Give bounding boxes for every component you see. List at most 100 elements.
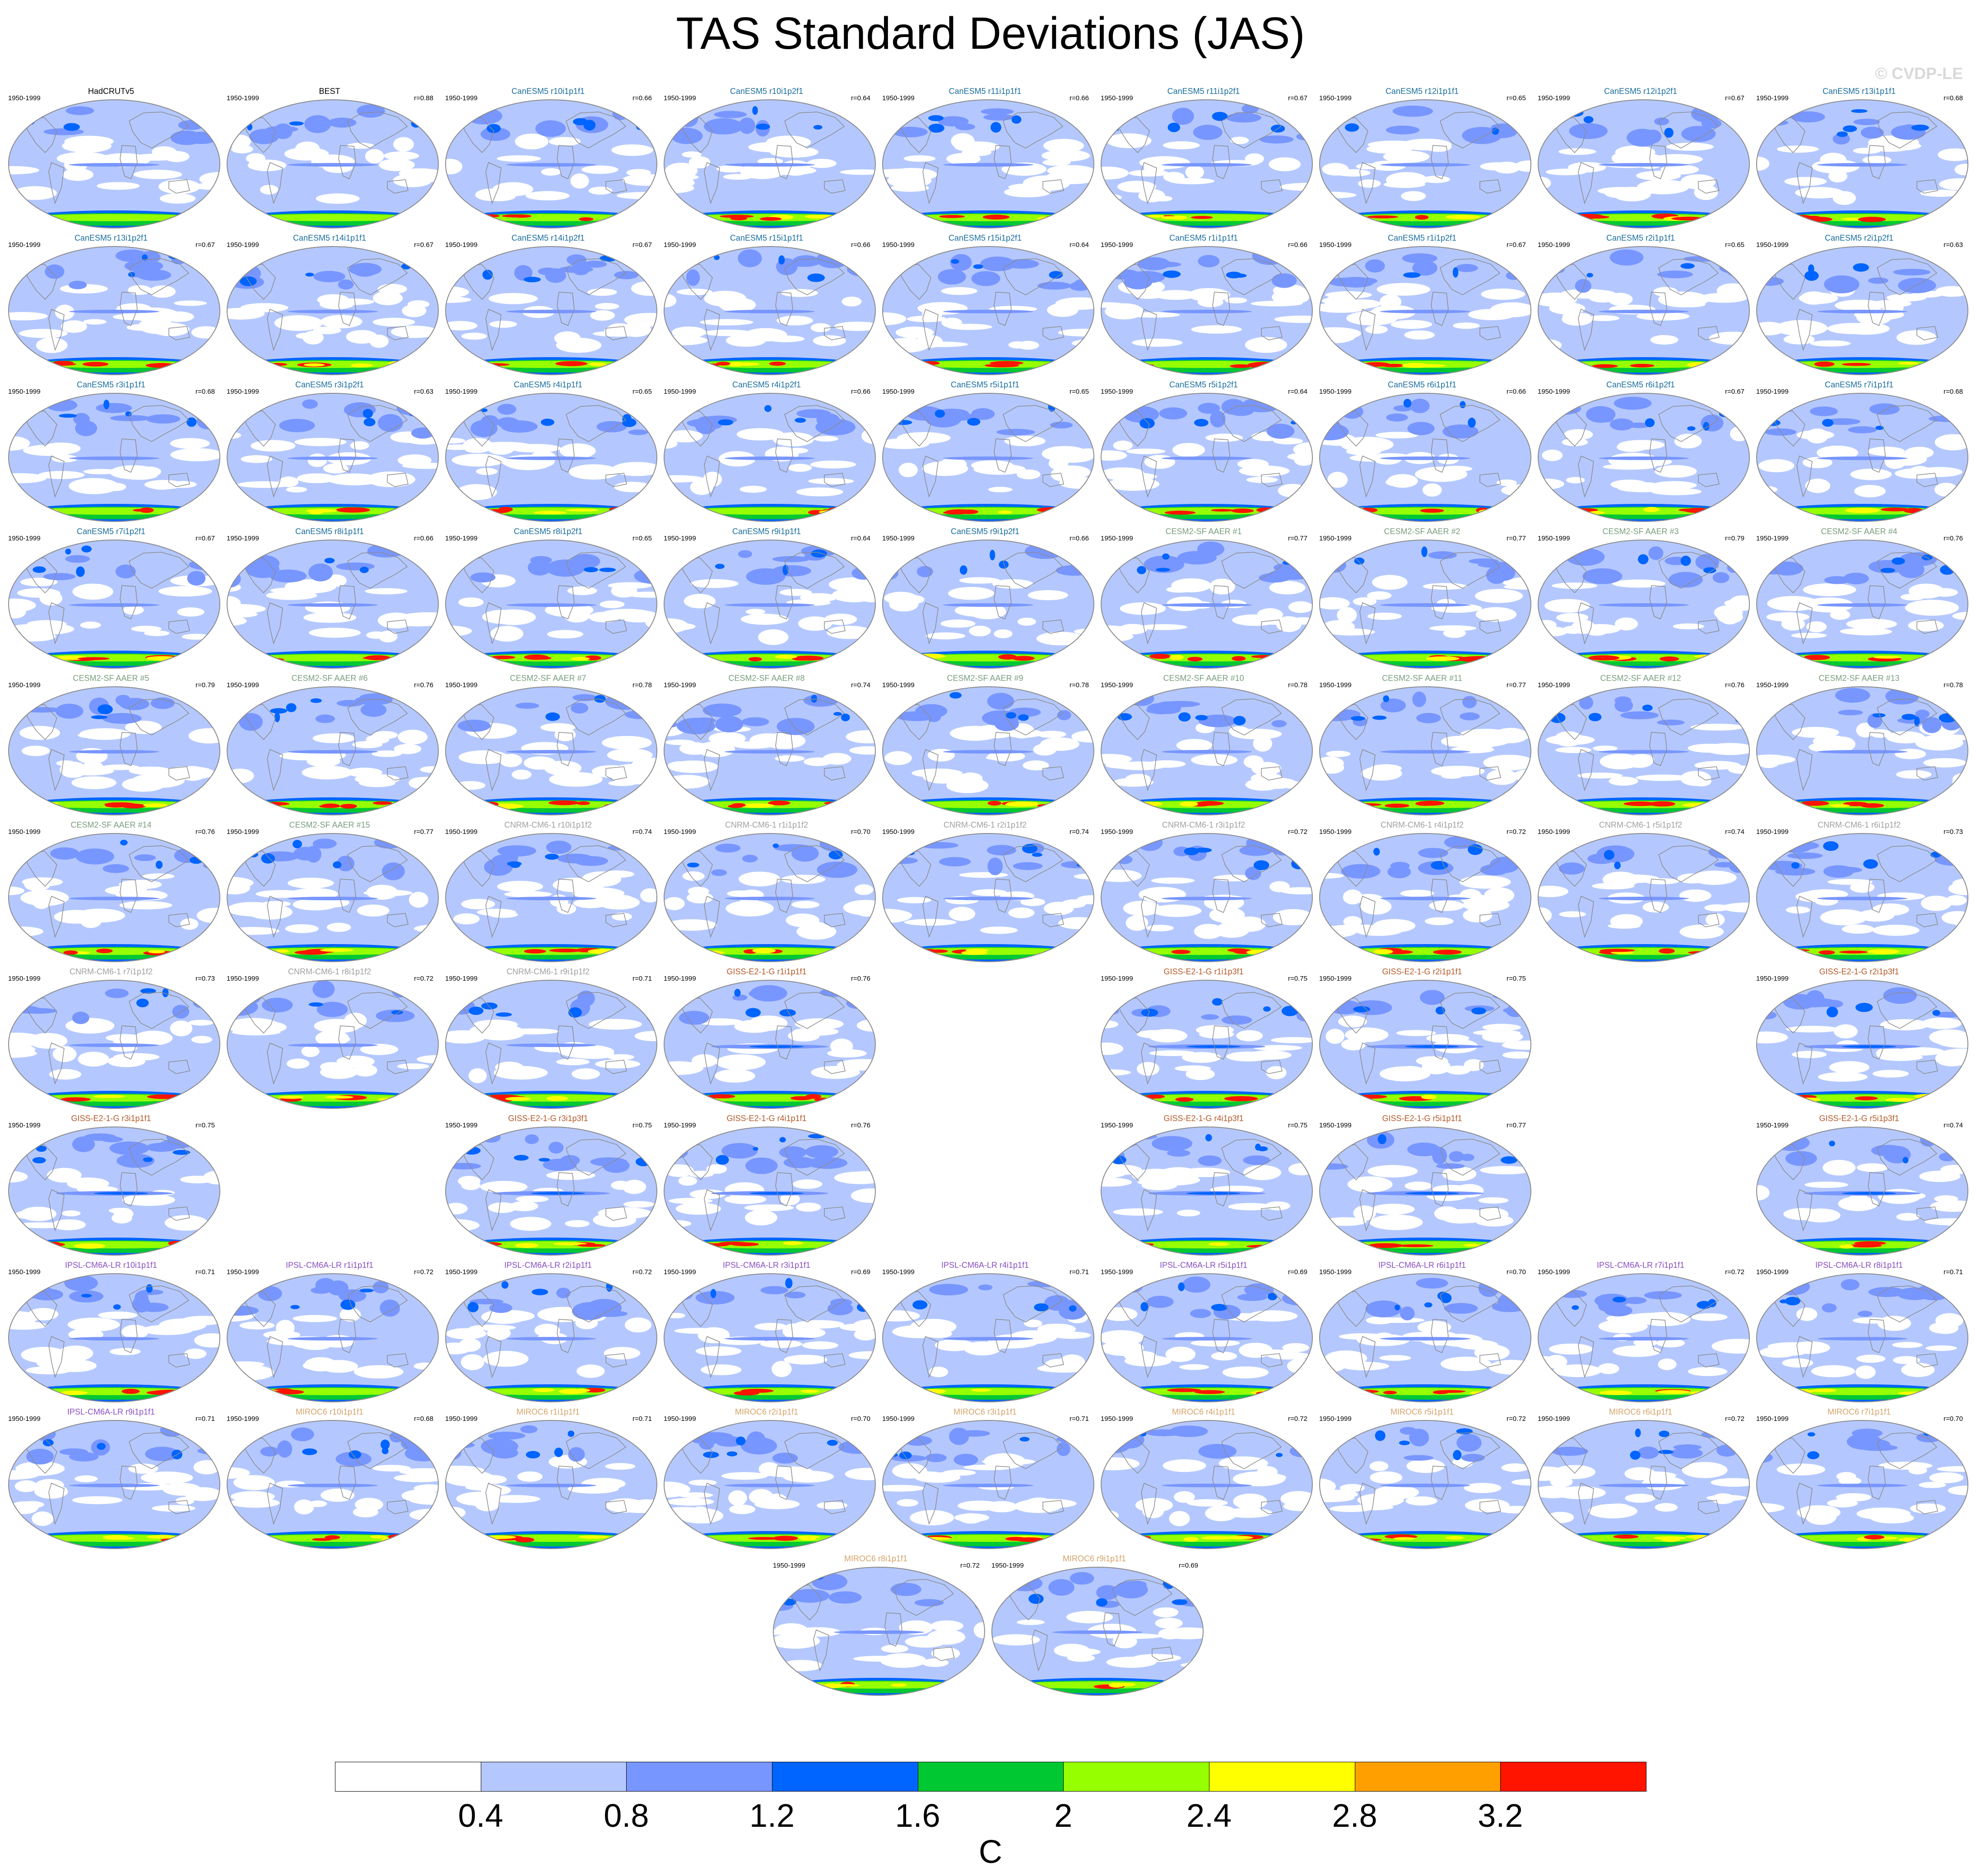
panel-correlation-label: r=0.70 <box>1944 1415 1963 1423</box>
panel-period-label: 1950-1999 <box>1756 241 1789 249</box>
map-projection <box>1538 1420 1750 1549</box>
panel-period-label: 1950-1999 <box>1756 1415 1789 1423</box>
map-panel: 1950-1999 CanESM5 r10i1p1f1 r=0.66 <box>439 86 657 230</box>
map-panel: 1950-1999 IPSL-CM6A-LR r8i1p1f1 r=0.71 <box>1750 1260 1968 1404</box>
map-projection <box>664 1273 876 1402</box>
panel-member-label: IPSL-CM6A-LR r6i1p1f1 <box>1378 1261 1466 1270</box>
panel-member-label: MIROC6 r1i1p1f1 <box>516 1407 580 1416</box>
panel-member-label: IPSL-CM6A-LR r7i1p1f1 <box>1596 1261 1685 1270</box>
panel-period-label: 1950-1999 <box>882 241 915 249</box>
panel-correlation-label: r=0.65 <box>632 535 652 542</box>
panel-correlation-label: r=0.88 <box>414 94 433 102</box>
panel-member-label: MIROC6 r6i1p1f1 <box>1609 1407 1673 1416</box>
panel-member-label: MIROC6 r7i1p1f1 <box>1827 1407 1891 1416</box>
map-projection <box>1319 980 1531 1109</box>
panel-period-label: 1950-1999 <box>664 975 696 982</box>
map-projection <box>664 246 876 375</box>
map-projection <box>882 99 1094 228</box>
map-projection <box>227 1273 439 1402</box>
map-projection <box>664 393 876 522</box>
panel-member-label: CESM2-SF AAER #15 <box>289 820 370 829</box>
panel-period-label: 1950-1999 <box>1319 241 1352 249</box>
panel-correlation-label: r=0.64 <box>851 94 870 102</box>
panel-correlation-label: r=0.77 <box>1507 535 1526 542</box>
panel-period-label: 1950-1999 <box>1756 681 1789 689</box>
panel-member-label: CanESM5 r8i1p1f1 <box>295 527 364 536</box>
figure-title: TAS Standard Deviations (JAS) <box>676 8 1305 59</box>
map-projection <box>1538 246 1750 375</box>
map-panel: 1950-1999 MIROC6 r3i1p1f1 r=0.71 <box>876 1406 1094 1551</box>
panel-member-label: IPSL-CM6A-LR r3i1p1f1 <box>722 1261 811 1270</box>
panel-period-label: 1950-1999 <box>882 94 915 102</box>
map-projection <box>227 99 439 228</box>
panel-member-label: IPSL-CM6A-LR r2i1p1f1 <box>504 1261 592 1270</box>
panel-correlation-label: r=0.78 <box>1944 681 1963 689</box>
panel-correlation-label: r=0.63 <box>414 388 433 396</box>
map-panel: 1950-1999 CanESM5 r5i1p1f1 r=0.65 <box>876 379 1094 524</box>
map-panel: 1950-1999 IPSL-CM6A-LR r1i1p1f1 r=0.72 <box>220 1260 439 1404</box>
map-panel: 1950-1999 CanESM5 r1i1p2f1 r=0.67 <box>1313 233 1531 377</box>
panel-member-label: CanESM5 r10i1p2f1 <box>730 87 804 96</box>
panel-period-label: 1950-1999 <box>445 975 478 982</box>
map-panel: 1950-1999 CanESM5 r4i1p2f1 r=0.66 <box>657 379 876 524</box>
panel-member-label: IPSL-CM6A-LR r10i1p1f1 <box>65 1261 158 1270</box>
panel-period-label: 1950-1999 <box>1101 535 1133 542</box>
panel-member-label: CanESM5 r1i1p1f1 <box>1169 233 1238 242</box>
panel-correlation-label: r=0.66 <box>1507 388 1526 396</box>
map-projection <box>227 1420 439 1549</box>
map-panel: 1950-1999 CESM2-SF AAER #12 r=0.76 <box>1531 673 1750 817</box>
panel-correlation-label: r=0.68 <box>414 1415 433 1423</box>
panel-member-label: CESM2-SF AAER #1 <box>1165 527 1242 536</box>
map-projection <box>1101 540 1313 669</box>
panel-period-label: 1950-1999 <box>227 681 259 689</box>
panel-period-label: 1950-1999 <box>1756 94 1789 102</box>
map-panel: 1950-1999 HadCRUTv5 <box>2 86 220 230</box>
panel-correlation-label: r=0.77 <box>1507 681 1526 689</box>
map-panel: 1950-1999 IPSL-CM6A-LR r10i1p1f1 r=0.71 <box>2 1260 220 1404</box>
panel-correlation-label: r=0.67 <box>1507 241 1526 249</box>
map-panel: 1950-1999 CanESM5 r11i1p1f1 r=0.66 <box>876 86 1094 230</box>
panel-period-label: 1950-1999 <box>1538 681 1570 689</box>
panel-member-label: CanESM5 r15i1p2f1 <box>948 233 1022 242</box>
map-projection <box>1538 540 1750 669</box>
panel-correlation-label: r=0.74 <box>1070 828 1089 836</box>
map-panel: 1950-1999 GISS-E2-1-G r2i1p1f1 r=0.75 <box>1313 966 1531 1111</box>
panel-correlation-label: r=0.76 <box>195 828 215 836</box>
panel-correlation-label: r=0.71 <box>632 975 652 982</box>
map-panel: 1950-1999 IPSL-CM6A-LR r7i1p1f1 r=0.72 <box>1531 1260 1750 1404</box>
panel-correlation-label: r=0.64 <box>1070 241 1089 249</box>
map-panel: 1950-1999 MIROC6 r9i1p1f1 r=0.69 <box>985 1553 1204 1698</box>
map-panel: 1950-1999 CanESM5 r6i1p1f1 r=0.66 <box>1313 379 1531 524</box>
panel-correlation-label: r=0.66 <box>851 388 870 396</box>
panel-member-label: CESM2-SF AAER #2 <box>1384 527 1460 536</box>
panel-correlation-label: r=0.68 <box>1944 94 1963 102</box>
panel-period-label: 1950-1999 <box>227 828 259 836</box>
panel-member-label: GISS-E2-1-G r1i1p3f1 <box>1163 967 1244 976</box>
panel-correlation-label: r=0.71 <box>1070 1415 1089 1423</box>
map-projection <box>445 393 657 522</box>
map-panel: 1950-1999 MIROC6 r2i1p1f1 r=0.70 <box>657 1406 876 1551</box>
panel-period-label: 1950-1999 <box>227 535 259 542</box>
map-panel: 1950-1999 CNRM-CM6-1 r7i1p1f2 r=0.73 <box>2 966 220 1111</box>
panel-period-label: 1950-1999 <box>8 1268 41 1276</box>
panel-period-label: 1950-1999 <box>664 681 696 689</box>
panel-member-label: CESM2-SF AAER #5 <box>73 674 149 683</box>
map-projection <box>991 1567 1204 1696</box>
panel-correlation-label: r=0.78 <box>632 681 652 689</box>
panel-member-label: GISS-E2-1-G r5i1p1f1 <box>1382 1114 1462 1123</box>
panel-period-label: 1950-1999 <box>1101 1122 1133 1129</box>
panel-correlation-label: r=0.78 <box>1070 681 1089 689</box>
map-projection <box>1101 1420 1313 1549</box>
map-panel: 1950-1999 CESM2-SF AAER #15 r=0.77 <box>220 819 439 964</box>
panel-member-label: CESM2-SF AAER #12 <box>1600 674 1681 683</box>
map-projection <box>1756 99 1968 228</box>
map-panel: 1950-1999 CanESM5 r12i1p2f1 r=0.67 <box>1531 86 1750 230</box>
map-projection <box>1756 246 1968 375</box>
panel-correlation-label: r=0.70 <box>851 1415 870 1423</box>
panel-member-label: CNRM-CM6-1 r9i1p1f2 <box>506 967 590 976</box>
map-panel: 1950-1999 CESM2-SF AAER #10 r=0.78 <box>1094 673 1313 817</box>
panel-correlation-label: r=0.75 <box>1288 1122 1307 1129</box>
panel-correlation-label: r=0.65 <box>1507 94 1526 102</box>
map-panel: 1950-1999 CanESM5 r10i1p2f1 r=0.64 <box>657 86 876 230</box>
panel-period-label: 1950-1999 <box>1319 1268 1352 1276</box>
